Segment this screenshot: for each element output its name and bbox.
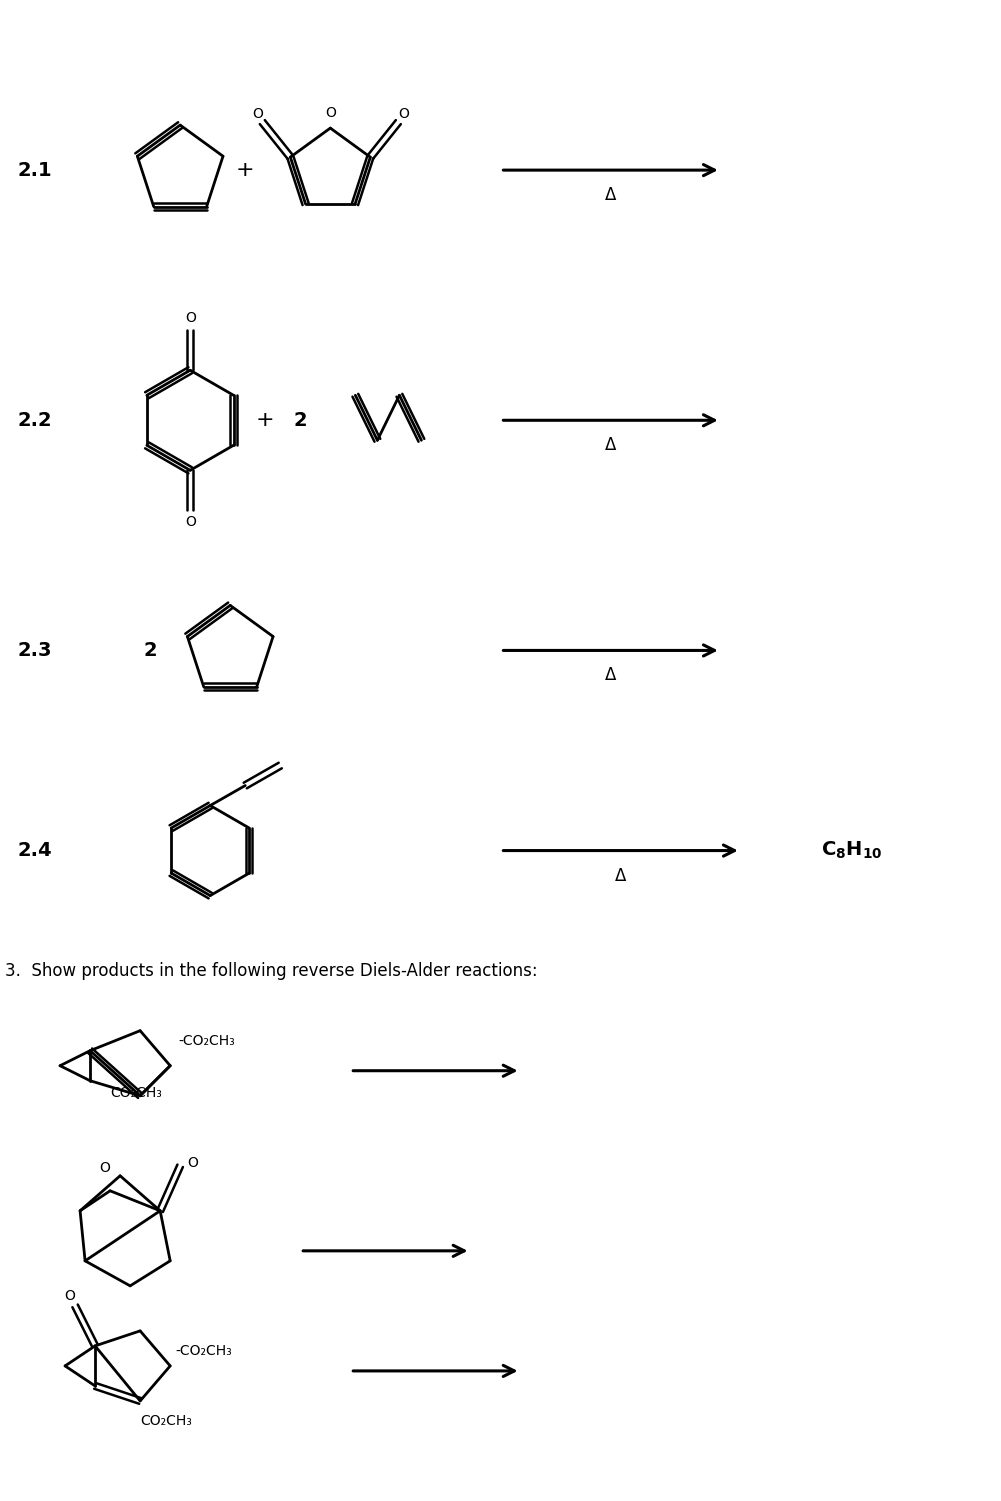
Text: 2.4: 2.4: [18, 841, 52, 860]
Text: O: O: [398, 107, 408, 122]
Text: -CO₂CH₃: -CO₂CH₃: [175, 1343, 232, 1358]
Text: +: +: [236, 161, 254, 180]
Text: Δ: Δ: [615, 866, 627, 884]
Text: Δ: Δ: [605, 666, 617, 684]
Text: 2.3: 2.3: [18, 641, 52, 660]
Text: -CO₂CH₃: -CO₂CH₃: [178, 1034, 235, 1048]
Text: O: O: [185, 515, 195, 530]
Text: +: +: [256, 410, 274, 431]
Text: 2.1: 2.1: [18, 161, 52, 180]
Text: 2: 2: [293, 411, 307, 429]
Text: Δ: Δ: [605, 186, 617, 204]
Text: 2.2: 2.2: [18, 411, 52, 429]
Text: Δ: Δ: [605, 437, 617, 455]
Text: O: O: [252, 107, 262, 122]
Text: O: O: [325, 107, 335, 120]
Text: CO₂CH₃: CO₂CH₃: [140, 1414, 192, 1427]
Text: O: O: [65, 1289, 75, 1303]
Text: 2: 2: [143, 641, 157, 660]
Text: O: O: [187, 1156, 197, 1169]
Text: O: O: [185, 311, 195, 326]
Text: O: O: [100, 1160, 110, 1175]
Text: $\mathbf{C_8H_{10}}$: $\mathbf{C_8H_{10}}$: [821, 841, 882, 862]
Text: CO₂CH₃: CO₂CH₃: [110, 1085, 162, 1100]
Text: 3.  Show products in the following reverse Diels-Alder reactions:: 3. Show products in the following revers…: [5, 962, 538, 980]
